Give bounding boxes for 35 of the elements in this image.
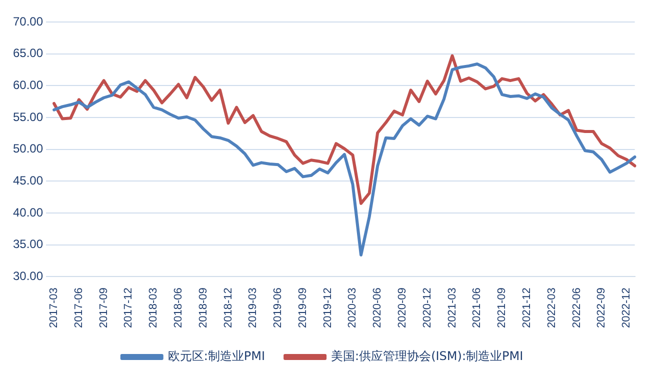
x-tick-label: 2018-03: [148, 288, 160, 328]
x-tick-label: 2019-06: [272, 288, 284, 328]
x-tick-label: 2022-06: [570, 288, 583, 328]
x-tick-label: 2017-06: [72, 288, 85, 328]
x-tick-label: 2018-12: [222, 288, 234, 328]
y-tick-label: 70.00: [13, 14, 44, 28]
x-tick-label: 2022-12: [620, 288, 633, 328]
y-tick-label: 45.00: [13, 173, 44, 188]
y-tick-label: 30.00: [13, 268, 44, 283]
x-tick-label: 2019-03: [247, 288, 260, 328]
y-tick-label: 65.00: [13, 46, 44, 60]
x-tick-label: 2020-12: [421, 288, 434, 328]
x-tick-label: 2020-09: [396, 288, 409, 328]
x-tick-label: 2019-12: [322, 288, 334, 328]
x-tick-label: 2021-09: [496, 288, 508, 328]
x-tick-label: 2022-03: [546, 288, 558, 328]
x-tick-label: 2020-03: [346, 288, 359, 328]
y-tick-label: 55.00: [13, 110, 44, 124]
x-tick-label: 2018-06: [172, 288, 185, 328]
x-tick-label: 2017-12: [122, 288, 135, 328]
x-tick-label: 2017-09: [98, 288, 110, 328]
x-tick-label: 2021-06: [471, 288, 484, 328]
x-tick-label: 2021-12: [520, 288, 533, 328]
y-tick-label: 60.00: [13, 78, 44, 92]
x-tick-label: 2021-03: [446, 288, 458, 328]
x-tick-label: 2017-03: [48, 288, 60, 328]
x-tick-label: 2019-09: [296, 288, 309, 328]
legend-label: 欧元区:制造业PMI: [168, 349, 266, 364]
y-tick-label: 35.00: [13, 237, 44, 252]
legend-label: 美国:供应管理协会(ISM):制造业PMI: [331, 349, 524, 364]
y-tick-label: 40.00: [13, 205, 44, 220]
y-tick-label: 50.00: [13, 142, 44, 156]
x-tick-label: 2022-09: [596, 288, 608, 328]
x-tick-label: 2018-09: [197, 288, 210, 328]
x-tick-label: 2020-06: [372, 288, 384, 328]
